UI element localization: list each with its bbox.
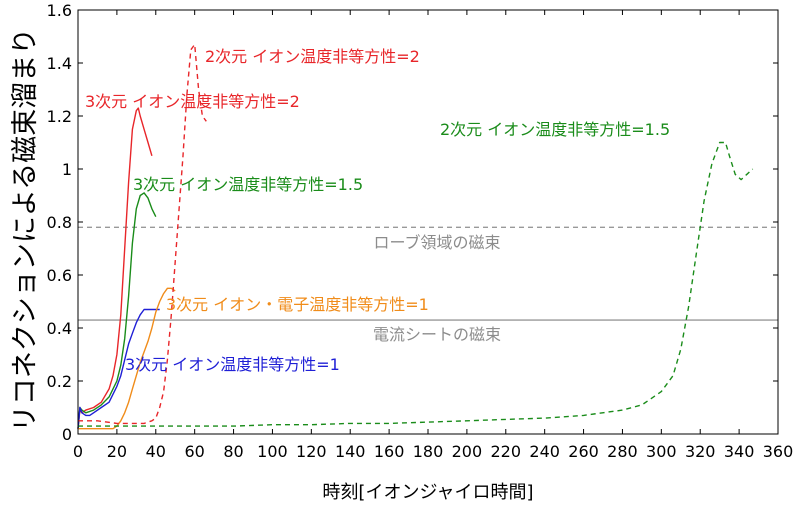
series-line [78,43,207,425]
x-tick-label: 20 [107,442,127,461]
x-tick-label: 340 [724,442,755,461]
y-tick-label: 0.6 [47,266,72,285]
x-tick-label: 120 [296,442,327,461]
x-tick-label: 140 [335,442,366,461]
x-tick-label: 300 [646,442,677,461]
series-line [77,107,153,429]
series-annotation: 2次元 イオン温度非等方性=2 [205,47,420,66]
y-tick-label: 0.2 [47,372,72,391]
x-tick-label: 160 [374,442,405,461]
x-tick-label: 320 [685,442,716,461]
x-tick-label: 200 [452,442,483,461]
reference-line-label: 電流シートの磁束 [373,325,501,344]
y-tick-label: 1.6 [47,1,72,20]
x-axis-ticks: 0 20 40 60 80 100 120 140 160 180 200 220 240 260 280 3… [73,10,793,461]
x-tick-label: 60 [184,442,204,461]
reference-line-label: ローブ領域の磁束 [373,233,500,252]
y-tick-label: 0.8 [47,213,72,232]
series-annotation: 3次元 イオン温度非等方性=2 [85,92,300,111]
x-tick-label: 0 [73,442,83,461]
y-axis-label: リコネクションによる磁束溜まり [10,28,41,432]
x-tick-label: 80 [223,442,243,461]
x-tick-label: 180 [413,442,444,461]
y-axis-ticks: 0 0.2 0.4 0.6 0.8 1 1.2 1.4 1.6 [47,1,778,444]
x-tick-label: 40 [146,442,166,461]
x-tick-label: 220 [491,442,522,461]
annotations: 2次元 イオン温度非等方性=2 3次元 イオン温度非等方性=2 2次元 イオン温度非… [85,47,670,374]
series-annotation: 3次元 イオン温度非等方性=1 [125,355,340,374]
series-annotation: 3次元 イオン・電子温度非等方性=1 [166,295,429,314]
x-tick-label: 280 [607,442,638,461]
y-tick-label: 0 [62,425,72,444]
series-line [77,308,160,429]
y-tick-label: 1.2 [47,107,72,126]
y-tick-label: 0.4 [47,319,72,338]
y-tick-label: 1 [62,160,72,179]
x-tick-label: 360 [763,442,794,461]
x-tick-label: 240 [529,442,560,461]
x-axis-label: 時刻[イオンジャイロ時間] [322,482,533,503]
x-tick-label: 100 [257,442,288,461]
x-tick-label: 260 [568,442,599,461]
plot-frame [77,9,779,435]
series-annotation: 3次元 イオン温度非等方性=1.5 [133,175,363,194]
series-line [78,287,176,430]
series-annotation: 2次元 イオン温度非等方性=1.5 [440,120,670,139]
series-lines [77,43,754,430]
y-tick-label: 1.4 [47,54,72,73]
series-line [77,192,157,429]
